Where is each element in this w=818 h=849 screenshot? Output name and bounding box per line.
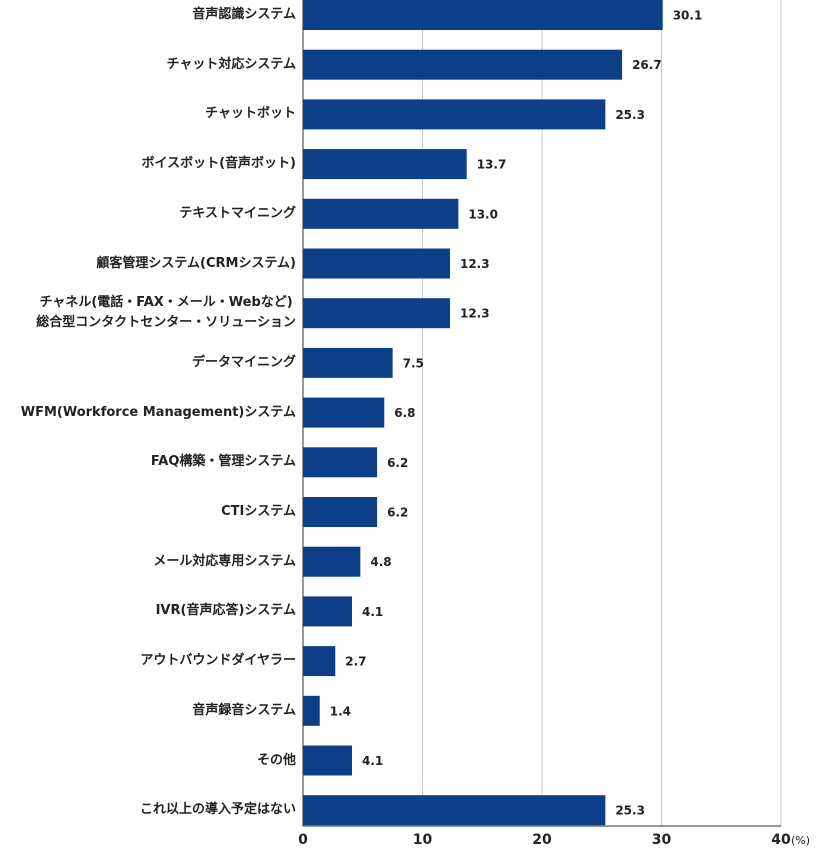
x-tick-label: 30: [652, 832, 672, 848]
value-label: 1.4: [330, 704, 351, 718]
bar: [303, 695, 320, 726]
bar: [303, 546, 361, 577]
bar: [303, 149, 467, 180]
bar: [303, 99, 606, 130]
bar: [303, 497, 378, 527]
value-label: 12.3: [460, 257, 490, 271]
category-label: IVR(音声応答)システム: [155, 603, 296, 619]
value-label: 6.2: [387, 456, 408, 470]
value-label: 25.3: [615, 804, 645, 818]
value-label: 26.7: [632, 58, 662, 72]
category-label: WFM(Workforce Management)システム: [20, 404, 296, 420]
category-label: ボイスボット(音声ボット): [141, 156, 297, 172]
value-label: 13.0: [468, 207, 498, 221]
category-label: 顧客管理システム(CRMシステム): [96, 255, 296, 271]
value-label: 6.8: [394, 406, 415, 420]
bar: [303, 0, 663, 30]
category-label: CTIシステム: [221, 504, 296, 519]
bar: [303, 347, 393, 378]
category-label: FAQ構築・管理システム: [150, 454, 296, 470]
value-label: 30.1: [673, 9, 703, 23]
bar: [303, 646, 336, 677]
value-label: 13.7: [477, 158, 507, 172]
bar: [303, 795, 606, 826]
value-label: 7.5: [403, 356, 424, 370]
category-label: その他: [256, 752, 296, 768]
bar: [303, 49, 623, 80]
category-label: チャットボット: [205, 106, 296, 122]
category-label: メール対応専用システム: [153, 553, 296, 569]
x-tick-label: 20: [532, 832, 552, 848]
value-label: 4.1: [362, 754, 383, 768]
category-label: これ以上の導入予定はない: [139, 802, 296, 818]
category-label: テキストマイニング: [179, 205, 296, 221]
value-label: 25.3: [615, 108, 645, 122]
category-label: 音声録音システム: [192, 702, 296, 718]
bar: [303, 198, 459, 229]
x-tick-label: 0: [298, 832, 308, 848]
category-label: アウトバウンドダイヤラー: [140, 653, 296, 669]
x-tick-label: 10: [413, 832, 433, 848]
category-label: データマイニング: [191, 354, 296, 370]
bar: [303, 397, 385, 428]
x-tick-label: 40: [771, 832, 791, 848]
bar: [303, 248, 450, 279]
value-label: 4.1: [362, 605, 383, 619]
category-label: チャネル(電話・FAX・メール・Webなど) 総合型コンタクトセンター・ソリュー…: [36, 295, 296, 331]
category-label: 音声認識システム: [192, 7, 296, 22]
bar: [303, 745, 352, 776]
value-label: 4.8: [370, 555, 391, 569]
bar: [303, 298, 450, 329]
x-unit: (%): [791, 834, 810, 847]
bar: [303, 596, 352, 627]
value-label: 6.2: [387, 506, 408, 520]
bar: [303, 447, 378, 478]
category-label: チャット対応システム: [166, 56, 296, 72]
value-label: 12.3: [460, 307, 490, 321]
value-label: 2.7: [345, 655, 366, 669]
